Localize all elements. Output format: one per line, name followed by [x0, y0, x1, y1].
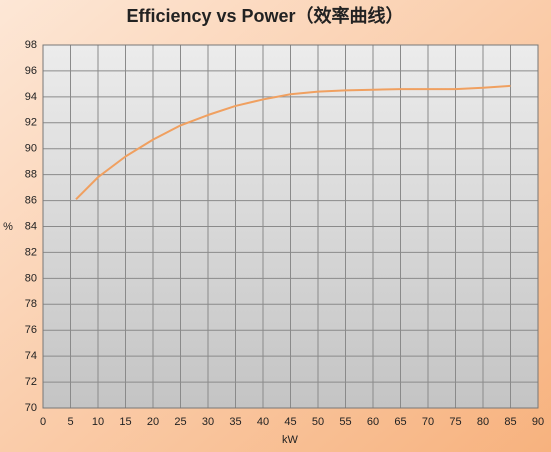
y-tick-label: 90 — [25, 143, 37, 155]
y-tick-label: 80 — [25, 272, 37, 284]
y-tick-label: 72 — [25, 376, 37, 388]
x-tick-label: 85 — [504, 416, 516, 428]
x-tick-label: 10 — [92, 416, 104, 428]
y-tick-label: 70 — [25, 402, 37, 414]
x-tick-label: 40 — [257, 416, 269, 428]
x-tick-label: 90 — [532, 416, 544, 428]
y-tick-label: 96 — [25, 65, 37, 77]
y-tick-label: 74 — [25, 350, 37, 362]
x-tick-label: 30 — [202, 416, 214, 428]
x-tick-label: 60 — [367, 416, 379, 428]
y-tick-label: 84 — [25, 220, 37, 232]
y-tick-label: 76 — [25, 324, 37, 336]
y-tick-label: 88 — [25, 169, 37, 181]
y-tick-label: 98 — [25, 39, 37, 51]
x-tick-label: 80 — [477, 416, 489, 428]
x-tick-label: 55 — [339, 416, 351, 428]
y-tick-label: 82 — [25, 246, 37, 258]
x-tick-label: 15 — [119, 416, 131, 428]
y-tick-label: 78 — [25, 298, 37, 310]
x-tick-label: 25 — [174, 416, 186, 428]
y-tick-label: 94 — [25, 91, 37, 103]
x-tick-label: 5 — [67, 416, 73, 428]
x-tick-label: 50 — [312, 416, 324, 428]
data-line — [75, 84, 511, 200]
x-tick-label: 75 — [449, 416, 461, 428]
y-axis-label: % — [3, 221, 13, 233]
x-tick-label: 65 — [394, 416, 406, 428]
x-tick-label: 20 — [147, 416, 159, 428]
x-tick-label: 0 — [40, 416, 46, 428]
x-tick-label: 35 — [229, 416, 241, 428]
plot-border — [42, 44, 539, 409]
y-tick-label: 92 — [25, 117, 37, 129]
chart-title: Efficiency vs Power（效率曲线） — [126, 5, 403, 26]
y-tick-label: 86 — [25, 194, 37, 206]
x-tick-label: 70 — [422, 416, 434, 428]
x-tick-label: 45 — [284, 416, 296, 428]
x-axis-label: kW — [282, 434, 299, 446]
